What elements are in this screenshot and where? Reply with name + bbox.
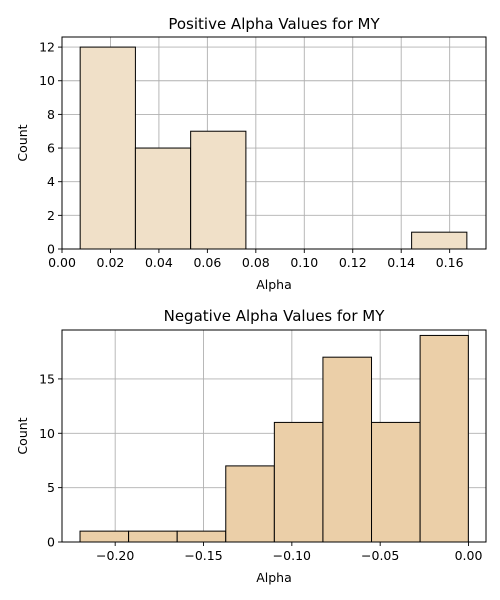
- plot-frame: [61, 36, 487, 250]
- histogram-bar: [273, 421, 324, 543]
- y-tick-label: 12: [39, 40, 55, 55]
- y-tick-label: 15: [39, 371, 55, 386]
- y-tick-label: 2: [47, 208, 55, 223]
- histogram-bar: [371, 421, 421, 543]
- y-tick-label: 0: [47, 242, 55, 257]
- x-tick-label: 0.04: [145, 255, 173, 270]
- x-ticks: 0.00 0.02 0.04 0.06 0.08 0.10 0.12 0.14 0.16: [48, 249, 464, 270]
- x-tick-label: 0.08: [242, 255, 270, 270]
- bars: [79, 46, 468, 250]
- chart-title: Positive Alpha Values for MY: [168, 15, 380, 33]
- histogram-bar: [419, 334, 469, 543]
- x-tick-label: −0.10: [273, 548, 311, 563]
- y-tick-label: 0: [47, 535, 55, 550]
- x-tick-label: 0.12: [339, 255, 367, 270]
- histogram-bar: [128, 530, 178, 543]
- x-tick-label: 0.16: [436, 255, 464, 270]
- x-axis-label: Alpha: [256, 277, 292, 292]
- y-tick-label: 4: [47, 174, 55, 189]
- bars: [79, 334, 469, 543]
- y-axis-label: Count: [15, 417, 30, 454]
- chart-positive-alpha: Positive Alpha Values for MY 0.00 0.02 0.0…: [15, 15, 487, 292]
- x-tick-label: 0.10: [290, 255, 318, 270]
- x-tick-label: −0.20: [96, 548, 134, 563]
- y-tick-label: 10: [39, 73, 55, 88]
- y-tick-label: 5: [47, 480, 55, 495]
- y-ticks: 0 2 4 6 8 10 12: [39, 40, 62, 257]
- x-tick-label: 0.06: [193, 255, 221, 270]
- histogram-bar: [79, 530, 130, 543]
- chart-title: Negative Alpha Values for MY: [164, 307, 386, 325]
- x-tick-label: −0.15: [184, 548, 222, 563]
- chart-negative-alpha: Negative Alpha Values for MY −0.20 −0.15−…: [15, 307, 487, 585]
- x-tick-label: 0.14: [387, 255, 415, 270]
- y-axis-label: Count: [15, 124, 30, 161]
- x-axis-label: Alpha: [256, 570, 292, 585]
- histogram-bar: [411, 231, 468, 250]
- y-ticks: 0 5 10 15: [39, 371, 62, 550]
- y-tick-label: 10: [39, 426, 55, 441]
- y-tick-label: 6: [47, 141, 55, 156]
- x-tick-label: 0.00: [455, 548, 483, 563]
- histogram-bar: [176, 530, 227, 543]
- x-ticks: −0.20 −0.15 −0.10 −0.05 0.00: [96, 542, 482, 563]
- x-tick-label: 0.00: [48, 255, 76, 270]
- histogram-bar: [190, 130, 247, 250]
- histogram-bar: [134, 147, 192, 250]
- y-tick-label: 8: [47, 107, 55, 122]
- histogram-bar: [79, 46, 136, 250]
- plot-frame: [61, 329, 487, 543]
- x-tick-label: −0.05: [361, 548, 399, 563]
- x-tick-label: 0.02: [97, 255, 125, 270]
- histogram-bar: [322, 356, 373, 543]
- histogram-bar: [225, 465, 275, 543]
